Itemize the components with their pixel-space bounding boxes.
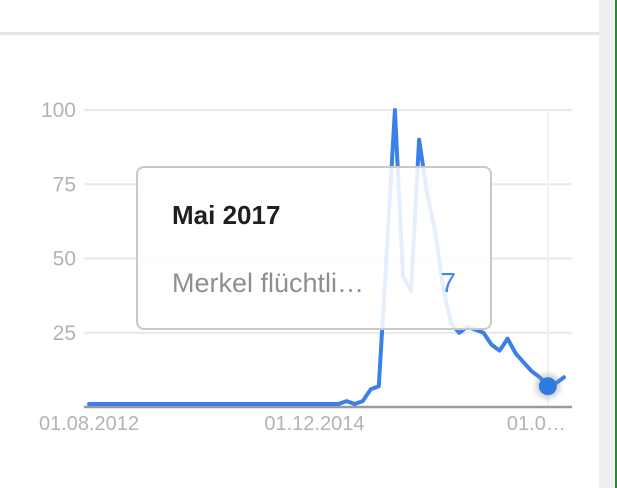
y-axis-tick-label: 25 <box>53 322 76 345</box>
top-divider-line <box>0 32 599 35</box>
x-axis-tick-label: 01.12.2014 <box>264 413 364 435</box>
selected-point-dot[interactable] <box>538 377 557 396</box>
chart-tooltip: Mai 2017 Merkel flüchtli… 7 <box>136 166 492 330</box>
right-margin-panel <box>599 0 617 488</box>
tooltip-series-name: Merkel flüchtli… <box>172 268 365 299</box>
tooltip-series-row: Merkel flüchtli… 7 <box>172 267 456 299</box>
green-edge-line <box>615 0 617 488</box>
tooltip-date-label: Mai 2017 <box>172 200 281 230</box>
x-axis-tick-label: 01.0… <box>507 413 566 435</box>
y-axis-tick-label: 75 <box>53 173 76 196</box>
trend-line-series <box>87 108 566 406</box>
x-axis-tick-label: 01.08.2012 <box>39 413 139 435</box>
y-axis-tick-label: 50 <box>53 248 76 271</box>
tooltip-series-value: 7 <box>440 267 456 299</box>
y-axis-tick-label: 100 <box>41 99 76 122</box>
